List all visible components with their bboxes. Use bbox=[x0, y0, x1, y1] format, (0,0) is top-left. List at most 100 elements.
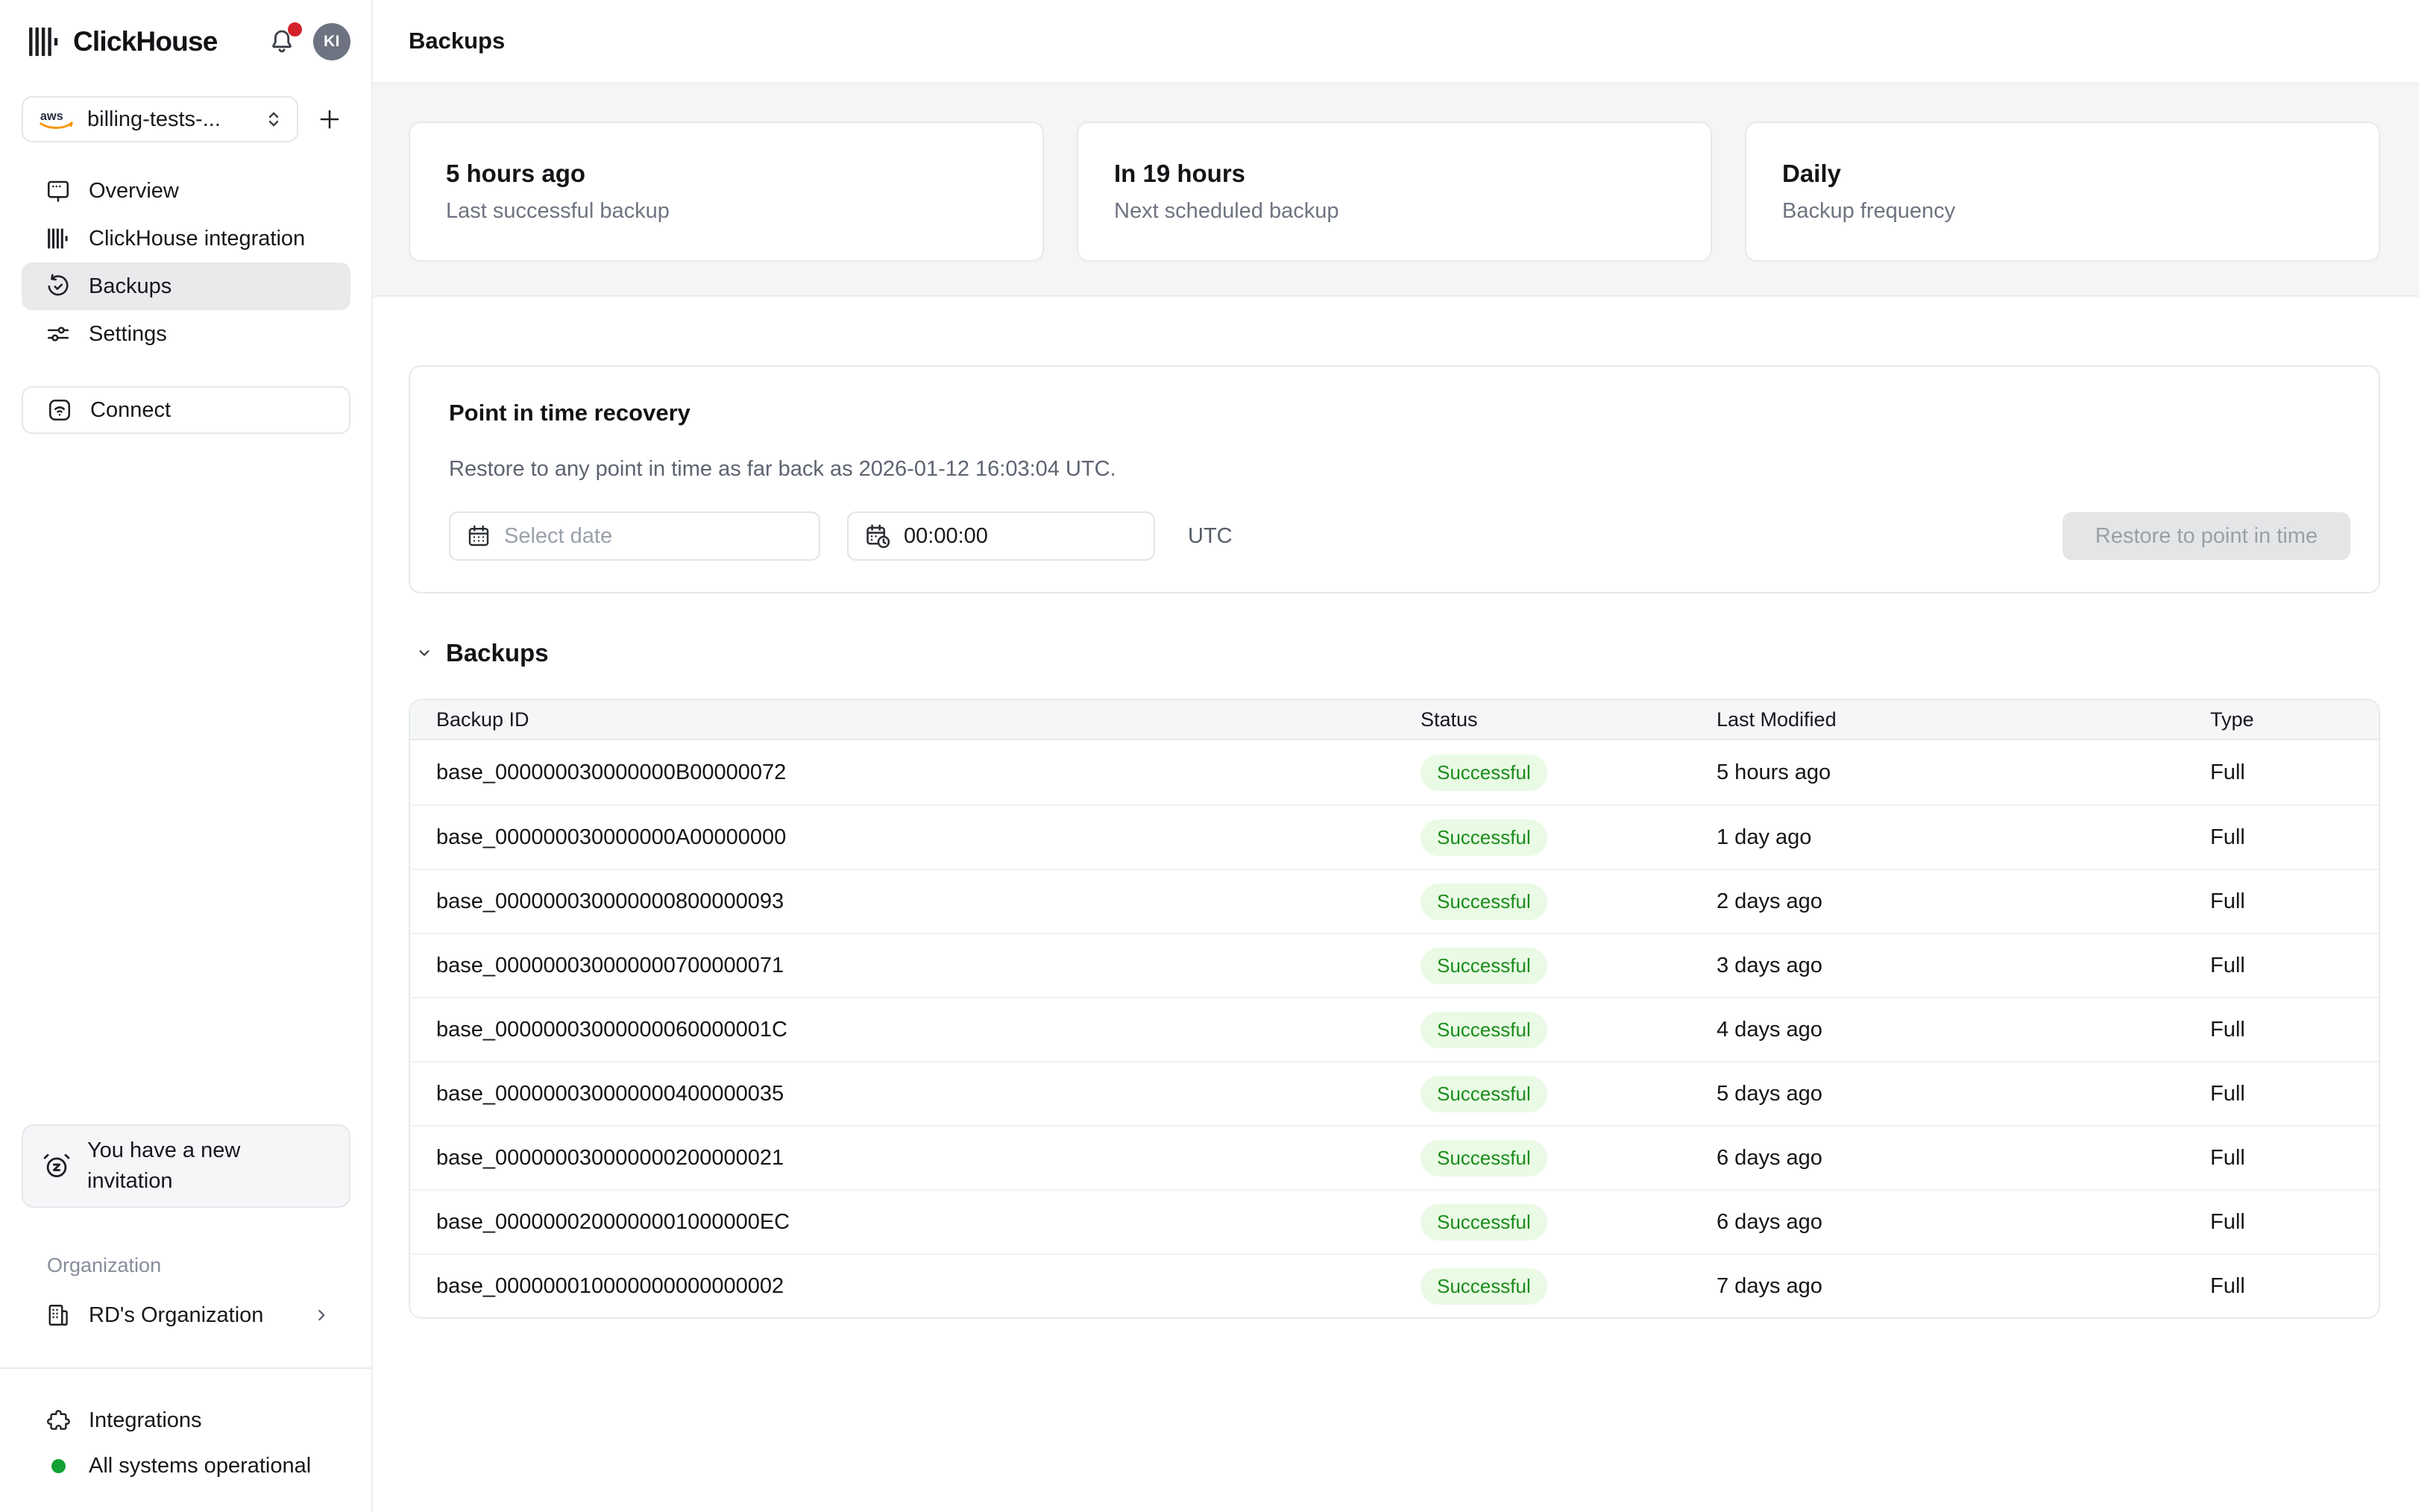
invitation-banner[interactable]: You have a new invitation bbox=[22, 1124, 350, 1208]
pitr-title: Point in time recovery bbox=[449, 400, 691, 426]
column-header-backup-id: Backup ID bbox=[436, 708, 529, 731]
sidebar-item-label: Backups bbox=[89, 274, 172, 298]
backup-id-cell: base_0000000200000001000000EC bbox=[436, 1209, 790, 1234]
sidebar-nav: Overview ClickHouse integration bbox=[22, 167, 350, 358]
backups-section-title: Backups bbox=[446, 639, 549, 667]
status-cell: Successful bbox=[1421, 1075, 1717, 1112]
last-modified-cell: 6 days ago bbox=[1717, 1209, 1822, 1234]
date-picker[interactable] bbox=[449, 511, 820, 561]
time-input[interactable] bbox=[904, 523, 1139, 549]
backups-table-header: Backup ID Status Last Modified Type bbox=[410, 700, 2379, 740]
last-modified-cell: 5 hours ago bbox=[1717, 760, 1831, 784]
status-cell: Successful bbox=[1421, 754, 1717, 791]
sidebar-item-backups[interactable]: Backups bbox=[22, 262, 350, 310]
alarm-snooze-icon bbox=[41, 1150, 72, 1182]
backup-id-cell: base_000000030000000B00000072 bbox=[436, 760, 787, 784]
table-row[interactable]: base_000000030000000200000021 Successful 6… bbox=[410, 1125, 2379, 1189]
card-subtitle: Backup frequency bbox=[1782, 199, 1956, 223]
last-modified-cell: 6 days ago bbox=[1717, 1145, 1822, 1170]
sidebar-item-label: Settings bbox=[89, 321, 167, 346]
building-icon bbox=[44, 1302, 72, 1329]
status-cell: Successful bbox=[1421, 1011, 1717, 1048]
last-modified-cell: 3 days ago bbox=[1717, 953, 1822, 977]
organization-row[interactable]: RD's Organization bbox=[22, 1291, 350, 1339]
service-name: billing-tests-... bbox=[87, 107, 221, 131]
backup-id-cell: base_000000010000000000000002 bbox=[436, 1273, 784, 1298]
type-cell: Full bbox=[2210, 825, 2245, 849]
point-in-time-recovery-card: Point in time recovery Restore to any po… bbox=[409, 365, 2380, 593]
bell-icon bbox=[267, 27, 297, 57]
clickhouse-logo-icon bbox=[27, 23, 61, 60]
status-green-dot-icon bbox=[51, 1458, 66, 1473]
connect-button[interactable]: Connect bbox=[22, 386, 350, 434]
organization-name: RD's Organization bbox=[89, 1302, 264, 1327]
plus-icon bbox=[315, 105, 344, 133]
backup-id-cell: base_000000030000000A00000000 bbox=[436, 825, 787, 849]
page-title: Backups bbox=[409, 28, 506, 54]
last-modified-cell: 1 day ago bbox=[1717, 825, 1812, 849]
status-cell: Successful bbox=[1421, 1267, 1717, 1305]
pitr-description: Restore to any point in time as far back… bbox=[449, 457, 1116, 481]
organization-section-label: Organization bbox=[47, 1254, 162, 1276]
card-title: 5 hours ago bbox=[446, 160, 586, 187]
connect-wifi-icon bbox=[45, 397, 74, 423]
card-title: In 19 hours bbox=[1114, 160, 1246, 187]
sidebar-item-clickhouse-integration[interactable]: ClickHouse integration bbox=[22, 215, 350, 262]
notifications-button[interactable] bbox=[267, 22, 302, 57]
summary-card-frequency: Daily Backup frequency bbox=[1745, 122, 2380, 262]
sidebar-item-overview[interactable]: Overview bbox=[22, 167, 350, 215]
calendar-clock-icon bbox=[864, 522, 892, 550]
backups-table-body: base_000000030000000B00000072 Successful 5… bbox=[410, 740, 2379, 1317]
date-input[interactable] bbox=[504, 523, 804, 549]
add-service-button[interactable] bbox=[309, 98, 350, 140]
column-header-last-modified: Last Modified bbox=[1717, 708, 1837, 731]
status-badge: Successful bbox=[1421, 883, 1547, 920]
status-cell: Successful bbox=[1421, 883, 1717, 920]
avatar[interactable]: KI bbox=[313, 23, 350, 60]
summary-cards: 5 hours ago Last successful backup In 19… bbox=[409, 122, 2380, 262]
table-row[interactable]: base_000000030000000A00000000 Successful 1… bbox=[410, 804, 2379, 869]
status-badge: Successful bbox=[1421, 819, 1547, 856]
chevron-up-down-icon bbox=[262, 108, 285, 130]
overview-icon bbox=[44, 177, 72, 204]
integrations-label: Integrations bbox=[89, 1408, 202, 1432]
restore-button[interactable]: Restore to point in time bbox=[2062, 512, 2350, 560]
service-selector[interactable]: aws billing-tests-... bbox=[22, 96, 298, 142]
backups-section-header: Backups bbox=[415, 632, 549, 674]
integrations-link[interactable]: Integrations bbox=[22, 1396, 350, 1444]
status-cell: Successful bbox=[1421, 947, 1717, 984]
table-row[interactable]: base_0000000200000001000000EC Successful 6… bbox=[410, 1189, 2379, 1253]
last-modified-cell: 7 days ago bbox=[1717, 1273, 1822, 1298]
status-cell: Successful bbox=[1421, 1203, 1717, 1241]
page-header: Backups bbox=[373, 0, 2419, 84]
system-status-link[interactable]: All systems operational bbox=[22, 1442, 350, 1490]
type-cell: Full bbox=[2210, 1145, 2245, 1170]
status-badge: Successful bbox=[1421, 1139, 1547, 1176]
clickhouse-bars-icon bbox=[44, 227, 72, 251]
invitation-text: You have a new invitation bbox=[87, 1138, 241, 1193]
time-picker[interactable] bbox=[847, 511, 1155, 561]
table-row[interactable]: base_000000030000000800000093 Successful 2… bbox=[410, 869, 2379, 933]
timezone-label: UTC bbox=[1188, 523, 1233, 548]
card-subtitle: Next scheduled backup bbox=[1114, 199, 1339, 223]
table-row[interactable]: base_000000030000000700000071 Successful 3… bbox=[410, 933, 2379, 997]
type-cell: Full bbox=[2210, 1017, 2245, 1042]
table-row[interactable]: base_000000010000000000000002 Successful 7… bbox=[410, 1253, 2379, 1317]
backup-id-cell: base_00000003000000060000001C bbox=[436, 1017, 787, 1042]
brand-row: ClickHouse KI bbox=[0, 0, 371, 84]
card-subtitle: Last successful backup bbox=[446, 199, 670, 223]
last-modified-cell: 5 days ago bbox=[1717, 1081, 1822, 1106]
status-badge: Successful bbox=[1421, 947, 1547, 984]
table-row[interactable]: base_000000030000000B00000072 Successful 5… bbox=[410, 740, 2379, 804]
sidebar-item-settings[interactable]: Settings bbox=[22, 310, 350, 358]
table-row[interactable]: base_000000030000000400000035 Successful 5… bbox=[410, 1061, 2379, 1125]
column-header-type: Type bbox=[2210, 708, 2254, 731]
pitr-controls: UTC Restore to point in time bbox=[449, 511, 2350, 561]
backup-id-cell: base_000000030000000700000071 bbox=[436, 953, 784, 977]
chevron-down-icon[interactable] bbox=[415, 643, 434, 663]
sidebar-divider bbox=[0, 1367, 371, 1369]
type-cell: Full bbox=[2210, 760, 2245, 784]
aws-icon: aws bbox=[37, 107, 75, 131]
table-row[interactable]: base_00000003000000060000001C Successful 4… bbox=[410, 997, 2379, 1061]
backup-id-cell: base_000000030000000400000035 bbox=[436, 1081, 784, 1106]
